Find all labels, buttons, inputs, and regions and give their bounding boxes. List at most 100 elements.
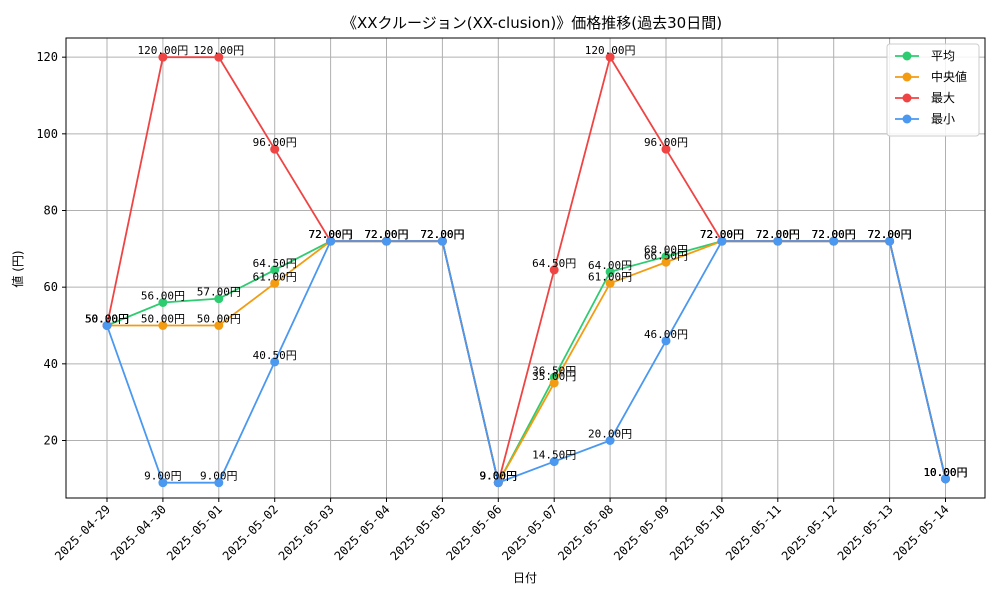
data-point bbox=[382, 236, 391, 246]
data-label: 72.00円 bbox=[309, 228, 353, 241]
x-tick-label: 2025-04-30 bbox=[108, 502, 169, 563]
data-point bbox=[605, 278, 615, 288]
legend-swatch-marker bbox=[902, 114, 912, 124]
data-label: 72.00円 bbox=[812, 228, 856, 241]
data-label: 61.00円 bbox=[253, 270, 297, 283]
data-point bbox=[214, 52, 224, 62]
data-label: 64.00円 bbox=[588, 259, 632, 272]
y-tick-label: 20 bbox=[44, 434, 58, 448]
y-tick-label: 120 bbox=[36, 50, 58, 64]
x-axis-label: 日付 bbox=[513, 571, 537, 585]
data-label: 64.50円 bbox=[532, 257, 576, 270]
data-label: 9.00円 bbox=[480, 470, 518, 483]
data-point bbox=[941, 474, 950, 484]
data-label: 50.00円 bbox=[85, 313, 129, 326]
data-label: 72.00円 bbox=[756, 228, 800, 241]
x-tick-label: 2025-05-09 bbox=[611, 502, 672, 563]
legend-swatch-marker bbox=[902, 51, 912, 61]
data-label: 10.00円 bbox=[923, 466, 967, 479]
data-point bbox=[549, 378, 559, 388]
data-point bbox=[549, 265, 559, 275]
data-label: 50.00円 bbox=[197, 313, 241, 326]
data-point bbox=[605, 267, 615, 277]
x-tick-label: 2025-05-06 bbox=[443, 502, 504, 563]
x-tick-label: 2025-05-03 bbox=[276, 502, 337, 563]
legend-swatch-marker bbox=[902, 72, 912, 82]
x-tick-label: 2025-05-08 bbox=[555, 502, 616, 563]
data-point bbox=[270, 278, 280, 288]
data-point bbox=[270, 357, 280, 367]
data-label: 72.00円 bbox=[364, 228, 408, 241]
x-tick-label: 2025-05-14 bbox=[891, 502, 952, 563]
data-label: 50.00円 bbox=[85, 313, 129, 326]
series-line bbox=[106, 240, 947, 484]
data-point bbox=[549, 457, 559, 467]
x-tick-label: 2025-05-02 bbox=[220, 502, 281, 563]
data-label: 10.00円 bbox=[923, 466, 967, 479]
data-label: 96.00円 bbox=[253, 136, 297, 149]
x-tick-label: 2025-05-13 bbox=[835, 502, 896, 563]
data-label: 72.00円 bbox=[756, 228, 800, 241]
series-line bbox=[107, 240, 947, 486]
series-line bbox=[106, 54, 947, 483]
data-label: 72.00円 bbox=[420, 228, 464, 241]
y-tick-label: 60 bbox=[44, 280, 58, 294]
data-labels: 50.00円 56.00円 57.00円 64.50円 72.00円 72.00円 72.0… bbox=[85, 44, 968, 483]
data-point bbox=[158, 321, 168, 330]
y-tick-label: 40 bbox=[44, 357, 58, 371]
series-line bbox=[106, 240, 947, 486]
data-label: 72.00円 bbox=[868, 228, 912, 241]
data-label: 72.00円 bbox=[700, 228, 744, 241]
data-label: 20.00円 bbox=[588, 428, 632, 441]
y-tick-label: 80 bbox=[44, 204, 58, 218]
data-label: 50.00円 bbox=[85, 313, 129, 326]
data-label: 72.00円 bbox=[700, 228, 744, 241]
data-label: 72.00円 bbox=[700, 228, 744, 241]
data-label: 40.50円 bbox=[253, 349, 297, 362]
data-label: 72.00円 bbox=[812, 228, 856, 241]
data-label: 72.00円 bbox=[364, 228, 408, 241]
data-point bbox=[214, 294, 224, 304]
x-tick-label: 2025-05-04 bbox=[332, 502, 393, 563]
data-point bbox=[158, 298, 168, 307]
data-label: 14.50円 bbox=[532, 449, 576, 462]
data-label: 120.00円 bbox=[138, 44, 189, 57]
data-label: 10.00円 bbox=[923, 466, 967, 479]
legend-entry-label: 最大 bbox=[931, 91, 955, 105]
data-point bbox=[437, 236, 447, 246]
data-label: 72.00円 bbox=[868, 228, 912, 241]
data-label: 10.00円 bbox=[923, 466, 967, 479]
x-tick-label: 2025-05-01 bbox=[164, 502, 225, 563]
data-label: 72.00円 bbox=[309, 228, 353, 241]
data-point bbox=[102, 321, 112, 330]
chart-title: 《XXクルージョン(XX-clusion)》価格推移(過去30日間) bbox=[342, 14, 722, 32]
series-lines bbox=[102, 52, 950, 488]
data-point bbox=[717, 236, 727, 246]
data-label: 96.00円 bbox=[644, 136, 688, 149]
x-tick-label: 2025-05-07 bbox=[499, 502, 560, 563]
x-tick-label: 2025-05-11 bbox=[723, 502, 784, 563]
data-label: 9.00円 bbox=[480, 470, 518, 483]
data-label: 9.00円 bbox=[480, 470, 518, 483]
x-tick-label: 2025-05-10 bbox=[667, 502, 728, 563]
data-point bbox=[270, 265, 280, 275]
data-label: 72.00円 bbox=[756, 228, 800, 241]
data-label: 57.00円 bbox=[197, 286, 241, 299]
plot-frame bbox=[65, 37, 986, 499]
legend-entry-label: 最小 bbox=[931, 112, 955, 126]
data-point bbox=[214, 321, 224, 330]
data-label: 72.00円 bbox=[868, 228, 912, 241]
data-label: 50.00円 bbox=[141, 313, 185, 326]
data-point bbox=[605, 52, 615, 62]
data-label: 68.00円 bbox=[644, 244, 688, 257]
y-axis-label: 値 (円) bbox=[10, 250, 25, 287]
data-label: 120.00円 bbox=[585, 44, 636, 57]
data-label: 72.00円 bbox=[812, 228, 856, 241]
data-label: 72.00円 bbox=[420, 228, 464, 241]
data-label: 9.00円 bbox=[480, 470, 518, 483]
y-tick-label: 100 bbox=[36, 127, 58, 141]
grid-lines bbox=[66, 38, 985, 498]
